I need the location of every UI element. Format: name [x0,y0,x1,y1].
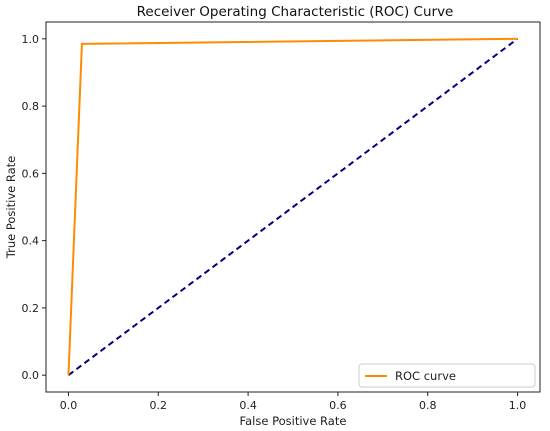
legend-label-roc: ROC curve [395,369,456,383]
y-tick-label: 0.8 [22,100,40,113]
series-layer [67,37,519,376]
legend: ROC curve [358,363,536,388]
roc-curve-line [67,37,518,376]
x-axis-ticks: 0.0 0.2 0.4 0.6 0.8 1.0 [60,392,527,412]
chart-title: Receiver Operating Characteristic (ROC) … [137,4,454,20]
diagonal-reference-line [67,38,519,376]
y-axis-ticks: 0.0 0.2 0.4 0.6 0.8 1.0 [22,33,46,382]
x-tick-label: 0.0 [60,399,78,412]
y-tick-label: 0.4 [22,235,40,248]
y-axis-label: True Positive Rate [4,156,18,259]
x-tick-label: 0.8 [419,399,437,412]
x-axis-label: False Positive Rate [240,414,347,428]
x-tick-label: 1.0 [509,399,527,412]
y-tick-label: 0.0 [22,369,40,382]
x-tick-label: 0.6 [329,399,347,412]
legend-box [358,363,536,388]
x-tick-label: 0.2 [150,399,168,412]
y-tick-label: 1.0 [22,33,40,46]
x-tick-label: 0.4 [239,399,257,412]
y-tick-label: 0.2 [22,302,40,315]
y-tick-label: 0.6 [22,167,40,180]
